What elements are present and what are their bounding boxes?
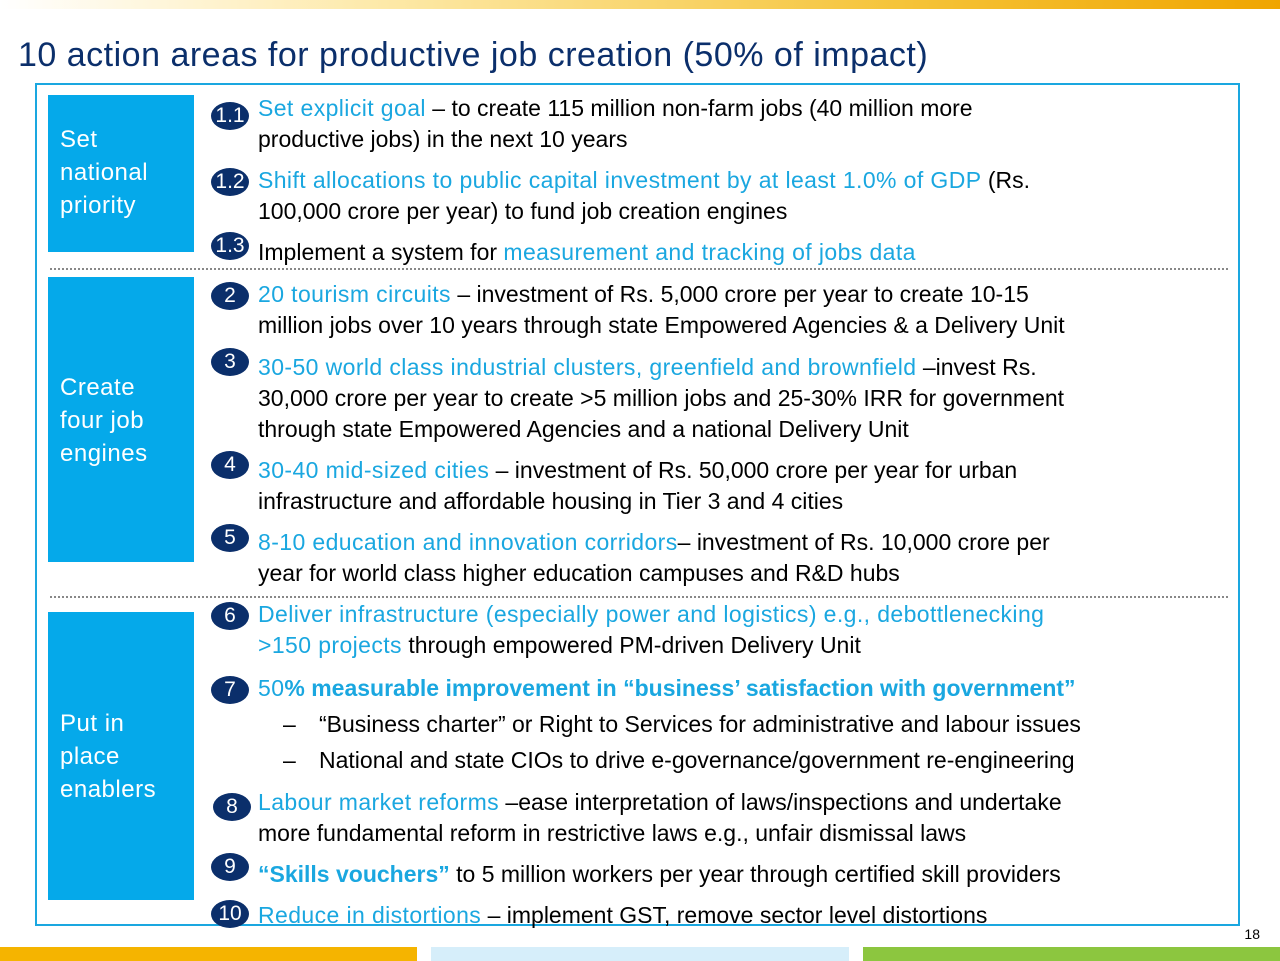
item-text: –ease interpretation of laws/inspections… bbox=[499, 789, 1062, 815]
sub-bullet: – National and state CIOs to drive e-gove… bbox=[283, 745, 1075, 776]
item-text: 30,000 crore per year to create >5 milli… bbox=[258, 385, 1065, 411]
item-number-badge: 1.1 bbox=[211, 102, 249, 130]
item-highlight: Set explicit goal bbox=[258, 95, 426, 121]
item-number-badge: 3 bbox=[211, 348, 249, 376]
item-text: – to create 115 million non-farm jobs (4… bbox=[425, 95, 973, 121]
action-item-10: Reduce in distortions – implement GST, r… bbox=[258, 900, 1233, 931]
item-text: more fundamental reform in restrictive l… bbox=[258, 820, 967, 846]
item-highlight: Reduce in distortions bbox=[258, 902, 482, 928]
item-highlight: 50 bbox=[258, 675, 285, 701]
item-text: –invest Rs. bbox=[916, 354, 1037, 380]
item-number-badge: 2 bbox=[211, 282, 249, 310]
action-item-7: 50% measurable improvement in “business’… bbox=[258, 673, 1233, 704]
item-highlight: measurement and tracking of jobs data bbox=[503, 239, 916, 265]
item-highlight: 8-10 education and innovation corridors bbox=[258, 529, 678, 555]
item-number-badge: 7 bbox=[211, 676, 249, 704]
action-item-8: Labour market reforms –ease interpretati… bbox=[258, 787, 1233, 849]
item-highlight: 30-40 mid-sized cities bbox=[258, 457, 490, 483]
item-number-badge: 6 bbox=[211, 602, 249, 630]
sub-bullet-text: National and state CIOs to drive e-gover… bbox=[319, 747, 1075, 773]
section-label-line: priority bbox=[60, 192, 137, 219]
item-text: through state Empowered Agencies and a n… bbox=[258, 416, 909, 442]
action-item-6: Deliver infrastructure (especially power… bbox=[258, 599, 1233, 661]
section-label-line: four job bbox=[60, 407, 145, 434]
section-label-line: enablers bbox=[60, 776, 157, 803]
dash-icon: – bbox=[283, 711, 296, 737]
action-item-1-3: Implement a system for measurement and t… bbox=[258, 237, 1233, 268]
footer-bar-green bbox=[863, 947, 1280, 961]
action-item-3: 30-50 world class industrial clusters, g… bbox=[258, 352, 1233, 445]
footer-bar-yellow bbox=[0, 947, 417, 961]
item-text: Implement a system for bbox=[258, 239, 504, 265]
section-label-line: Set bbox=[60, 126, 98, 153]
item-highlight-bold: % measurable improvement in “business’ s… bbox=[284, 675, 1076, 701]
item-highlight: Labour market reforms bbox=[258, 789, 500, 815]
item-number-badge: 9 bbox=[211, 853, 249, 881]
footer-bar-lightblue bbox=[431, 947, 849, 961]
section-label-put-in-place-enablers: Put in place enablers bbox=[48, 612, 194, 900]
section-divider bbox=[50, 596, 1228, 598]
page-title: 10 action areas for productive job creat… bbox=[18, 36, 929, 74]
section-label-set-national-priority: Set national priority bbox=[48, 95, 194, 252]
item-text: – investment of Rs. 10,000 crore per bbox=[677, 529, 1050, 555]
content-frame bbox=[35, 83, 1240, 926]
item-number-badge: 1.3 bbox=[211, 232, 249, 260]
section-label-line: Put in bbox=[60, 710, 125, 737]
item-number-badge: 4 bbox=[211, 451, 249, 479]
item-text: year for world class higher education ca… bbox=[258, 560, 900, 586]
item-number-badge: 8 bbox=[213, 793, 251, 821]
item-text: (Rs. bbox=[981, 167, 1031, 193]
top-gradient-bar bbox=[0, 0, 1280, 9]
action-item-4: 30-40 mid-sized cities – investment of R… bbox=[258, 455, 1233, 517]
item-highlight-bold: “Skills vouchers” bbox=[258, 861, 450, 887]
page-number: 18 bbox=[1244, 926, 1260, 942]
item-text: – implement GST, remove sector level dis… bbox=[481, 902, 988, 928]
item-text: through empowered PM-driven Delivery Uni… bbox=[401, 632, 861, 658]
action-item-1-2: Shift allocations to public capital inve… bbox=[258, 165, 1233, 227]
section-label-create-four-job-engines: Create four job engines bbox=[48, 277, 194, 562]
item-text: million jobs over 10 years through state… bbox=[258, 312, 1065, 338]
action-item-2: 20 tourism circuits – investment of Rs. … bbox=[258, 279, 1233, 341]
section-label-line: engines bbox=[60, 440, 148, 467]
item-highlight: Shift allocations to public capital inve… bbox=[258, 167, 982, 193]
item-text: – investment of Rs. 50,000 crore per yea… bbox=[489, 457, 1018, 483]
item-text: infrastructure and affordable housing in… bbox=[258, 488, 844, 514]
sub-bullet-text: “Business charter” or Right to Services … bbox=[319, 711, 1081, 737]
action-item-1-1: Set explicit goal – to create 115 millio… bbox=[258, 93, 1233, 155]
item-highlight: 30-50 world class industrial clusters, g… bbox=[258, 354, 917, 380]
sub-bullet: – “Business charter” or Right to Services… bbox=[283, 709, 1081, 740]
item-text: – investment of Rs. 5,000 crore per year… bbox=[450, 281, 1029, 307]
section-label-line: national bbox=[60, 159, 149, 186]
item-text: to 5 million workers per year through ce… bbox=[449, 861, 1061, 887]
section-divider bbox=[50, 268, 1228, 270]
item-highlight: 20 tourism circuits bbox=[258, 281, 451, 307]
item-highlight: >150 projects bbox=[258, 632, 402, 658]
action-item-9: “Skills vouchers” to 5 million workers p… bbox=[258, 859, 1233, 890]
item-text: productive jobs) in the next 10 years bbox=[258, 126, 628, 152]
item-number-badge: 1.2 bbox=[211, 168, 249, 196]
action-item-5: 8-10 education and innovation corridors–… bbox=[258, 527, 1233, 589]
dash-icon: – bbox=[283, 747, 296, 773]
item-number-badge: 10 bbox=[211, 900, 249, 928]
item-highlight: Deliver infrastructure (especially power… bbox=[258, 601, 1045, 627]
item-text: 100,000 crore per year) to fund job crea… bbox=[258, 198, 788, 224]
item-number-badge: 5 bbox=[211, 524, 249, 552]
section-label-line: place bbox=[60, 743, 120, 770]
section-label-line: Create bbox=[60, 374, 136, 401]
